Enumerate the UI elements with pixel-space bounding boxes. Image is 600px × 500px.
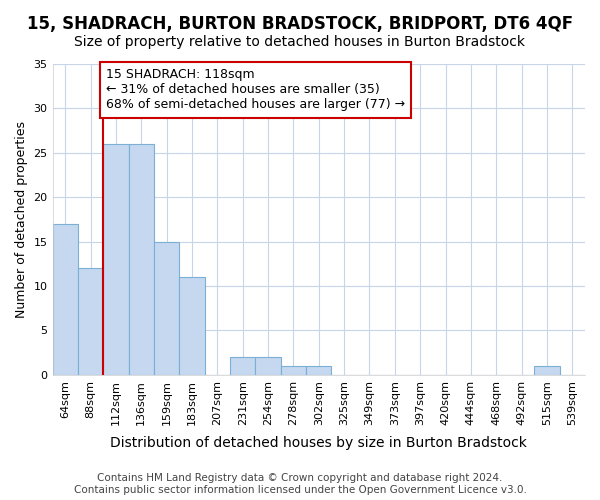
Bar: [256, 357, 281, 375]
Bar: [281, 366, 306, 375]
Y-axis label: Number of detached properties: Number of detached properties: [15, 121, 28, 318]
Bar: [154, 242, 179, 375]
Text: Contains HM Land Registry data © Crown copyright and database right 2024.
Contai: Contains HM Land Registry data © Crown c…: [74, 474, 526, 495]
Text: 15 SHADRACH: 118sqm
← 31% of detached houses are smaller (35)
68% of semi-detach: 15 SHADRACH: 118sqm ← 31% of detached ho…: [106, 68, 405, 112]
Bar: [534, 366, 560, 375]
Text: 15, SHADRACH, BURTON BRADSTOCK, BRIDPORT, DT6 4QF: 15, SHADRACH, BURTON BRADSTOCK, BRIDPORT…: [27, 15, 573, 33]
Bar: [128, 144, 154, 375]
Bar: [179, 277, 205, 375]
Bar: [103, 144, 128, 375]
Bar: [306, 366, 331, 375]
Bar: [53, 224, 78, 375]
Text: Size of property relative to detached houses in Burton Bradstock: Size of property relative to detached ho…: [74, 35, 526, 49]
X-axis label: Distribution of detached houses by size in Burton Bradstock: Distribution of detached houses by size …: [110, 436, 527, 450]
Bar: [230, 357, 256, 375]
Bar: [78, 268, 103, 375]
